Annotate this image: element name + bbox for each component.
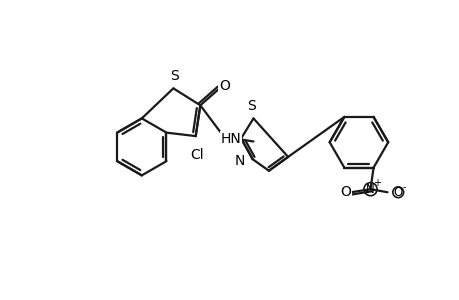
Text: O: O: [340, 185, 351, 199]
Text: O: O: [218, 79, 229, 93]
Text: Cl: Cl: [190, 148, 204, 162]
Text: N: N: [365, 183, 374, 196]
Text: S: S: [247, 99, 256, 113]
Text: N: N: [234, 154, 245, 168]
Text: -: -: [402, 182, 405, 192]
Text: +: +: [373, 178, 381, 188]
Text: HN: HN: [220, 132, 241, 146]
Text: O: O: [340, 185, 351, 199]
Text: S: S: [169, 69, 178, 83]
Text: O: O: [393, 186, 402, 199]
